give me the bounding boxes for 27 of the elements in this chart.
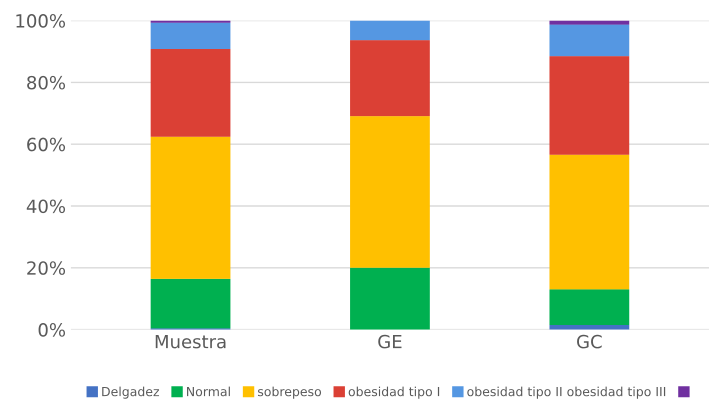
bar bbox=[549, 154, 630, 290]
y-tick-label: 80% bbox=[27, 76, 66, 90]
x-tick-label: GE bbox=[378, 334, 402, 348]
legend-label: sobrepeso bbox=[258, 386, 322, 399]
y-tick-label: 40% bbox=[26, 199, 66, 214]
bar bbox=[350, 116, 430, 268]
bar bbox=[549, 289, 630, 325]
bar bbox=[549, 24, 630, 56]
bar bbox=[549, 56, 630, 155]
legend-label: obesidad tipo II obesidad tipo III bbox=[467, 386, 666, 399]
legend-label: Delgadez bbox=[102, 386, 160, 399]
bar bbox=[150, 22, 230, 50]
legend-label: obesidad tipo I bbox=[348, 386, 440, 399]
bar bbox=[350, 268, 430, 330]
y-tick-label: 100% bbox=[16, 14, 66, 28]
x-tick-label: Muestra bbox=[156, 335, 226, 348]
x-tick-label: GC bbox=[577, 334, 602, 348]
bar bbox=[150, 49, 230, 137]
y-tick-label: 20% bbox=[27, 261, 66, 275]
bar bbox=[549, 324, 630, 330]
bar bbox=[350, 20, 430, 40]
y-tick-label: 0% bbox=[38, 323, 66, 337]
bar bbox=[150, 136, 230, 279]
bar bbox=[150, 278, 230, 328]
bar bbox=[350, 40, 430, 116]
legend-label: Normal bbox=[187, 386, 230, 396]
y-tick-label: 60% bbox=[27, 138, 66, 152]
